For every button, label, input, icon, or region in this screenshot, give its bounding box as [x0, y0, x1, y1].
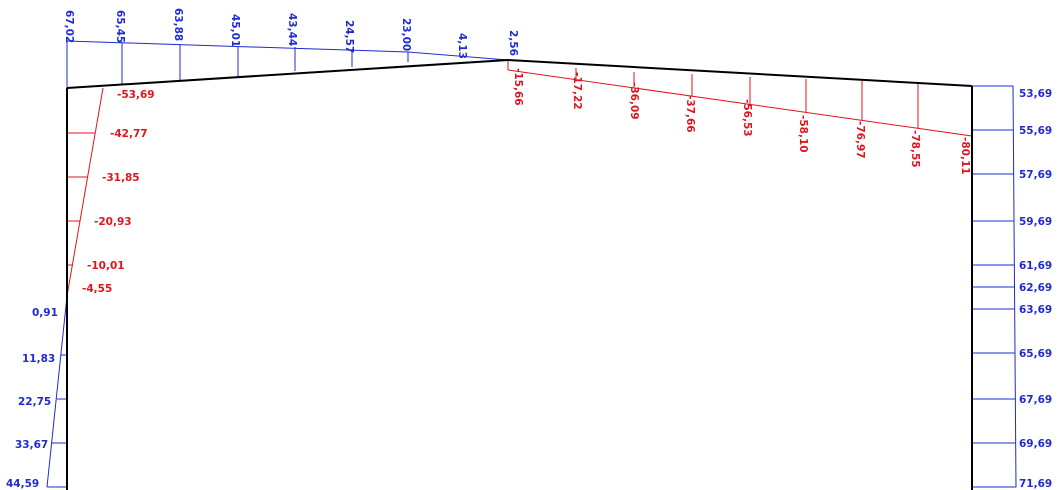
- left-column-label: 22,75: [18, 396, 51, 408]
- left-column-labels: -53,69 -42,77 -31,85 -20,93 -10,01 -4,55…: [6, 89, 155, 490]
- portal-frame: [66, 59, 973, 490]
- right-column-label: 65,69: [1019, 348, 1052, 360]
- right-rafter-labels: -15,66 -17,22 -36,09 -37,66 -56,53 -58,1…: [512, 68, 971, 175]
- right-rafter-label: -36,09: [628, 82, 640, 120]
- left-column-label: 0,91: [32, 307, 58, 319]
- left-rafter-diagram: [66, 40, 509, 88]
- left-rafter-label: 23,00: [400, 18, 412, 51]
- right-rafter: [507, 59, 973, 87]
- left-column-negative-outline: [66, 87, 104, 297]
- right-column-diagram: [972, 85, 1017, 488]
- left-rafter-label: 4,13: [456, 33, 468, 59]
- right-rafter-label: -17,22: [571, 72, 583, 110]
- left-column-label: 33,67: [15, 439, 48, 451]
- left-column-positive-outline: [46, 295, 68, 488]
- left-column-label: -10,01: [87, 260, 125, 272]
- left-rafter-labels: 67,02 65,45 63,88 45,01 43,44 24,57 23,0…: [63, 8, 519, 59]
- right-rafter-label: -76,97: [854, 121, 866, 159]
- right-rafter-label: -37,66: [684, 95, 696, 133]
- left-rafter-label: 65,45: [114, 10, 126, 43]
- left-column-label: 11,83: [22, 353, 55, 365]
- left-column-label: -4,55: [82, 283, 112, 295]
- left-rafter-label: 24,57: [343, 20, 355, 53]
- right-rafter-label: -80,11: [959, 137, 971, 175]
- right-column-labels: 53,69 55,69 57,69 59,69 61,69 62,69 63,6…: [1019, 88, 1052, 490]
- right-column-outline: [972, 85, 1017, 488]
- left-rafter-label: 43,44: [286, 13, 298, 46]
- right-column-label: 55,69: [1019, 125, 1052, 137]
- left-column-label: -31,85: [102, 172, 140, 184]
- left-column-diagram: [46, 87, 104, 488]
- right-column-label: 57,69: [1019, 169, 1052, 181]
- left-rafter-label: 63,88: [172, 8, 184, 41]
- left-rafter-label: 2,56: [507, 30, 519, 56]
- left-column-label: 44,59: [6, 478, 39, 490]
- right-column-label: 62,69: [1019, 282, 1052, 294]
- right-rafter-label: -56,53: [741, 99, 753, 137]
- right-rafter-label: -15,66: [512, 68, 524, 106]
- right-rafter-label: -78,55: [909, 130, 921, 168]
- right-column-label: 61,69: [1019, 260, 1052, 272]
- left-column-label: -20,93: [94, 216, 132, 228]
- left-rafter: [66, 59, 509, 89]
- left-column-label: -42,77: [110, 128, 148, 140]
- right-column-label: 53,69: [1019, 88, 1052, 100]
- right-column-label: 69,69: [1019, 438, 1052, 450]
- left-column-label: -53,69: [117, 89, 155, 101]
- left-rafter-label: 45,01: [229, 14, 241, 47]
- right-rafter-label: -58,10: [797, 115, 809, 153]
- left-rafter-diagram-outline-2: [407, 51, 509, 62]
- right-column-label: 63,69: [1019, 304, 1052, 316]
- right-column-label: 67,69: [1019, 394, 1052, 406]
- right-column-label: 71,69: [1019, 478, 1052, 490]
- right-column-label: 59,69: [1019, 216, 1052, 228]
- left-rafter-label: 67,02: [63, 10, 75, 43]
